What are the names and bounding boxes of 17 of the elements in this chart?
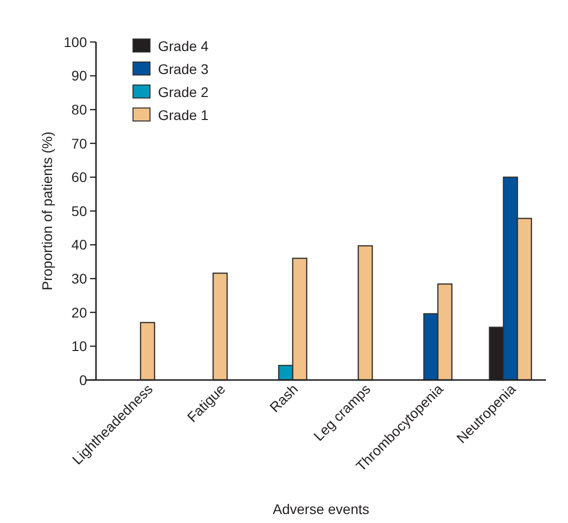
legend-label: Grade 2 bbox=[158, 84, 209, 100]
y-tick-label: 80 bbox=[71, 102, 88, 118]
y-tick-label: 50 bbox=[71, 202, 88, 219]
y-tick-label: 100 bbox=[64, 34, 88, 50]
y-tick-label: 90 bbox=[71, 68, 88, 84]
y-tick-label: 70 bbox=[71, 135, 88, 152]
y-tick-label: 0 bbox=[79, 372, 88, 388]
y-tick-label: 40 bbox=[71, 236, 88, 253]
y-axis-title: Proportion of patients (%) bbox=[39, 132, 55, 290]
legend-label: Grade 3 bbox=[158, 60, 209, 77]
x-axis-title: Adverse events bbox=[272, 501, 370, 517]
y-tick-label: 20 bbox=[71, 304, 88, 320]
y-tick-label: 10 bbox=[71, 338, 88, 354]
y-tick-label: 30 bbox=[71, 270, 88, 286]
legend-label: Grade 1 bbox=[158, 106, 209, 123]
legend-label: Grade 4 bbox=[158, 38, 209, 54]
y-tick-label: 60 bbox=[71, 169, 88, 186]
